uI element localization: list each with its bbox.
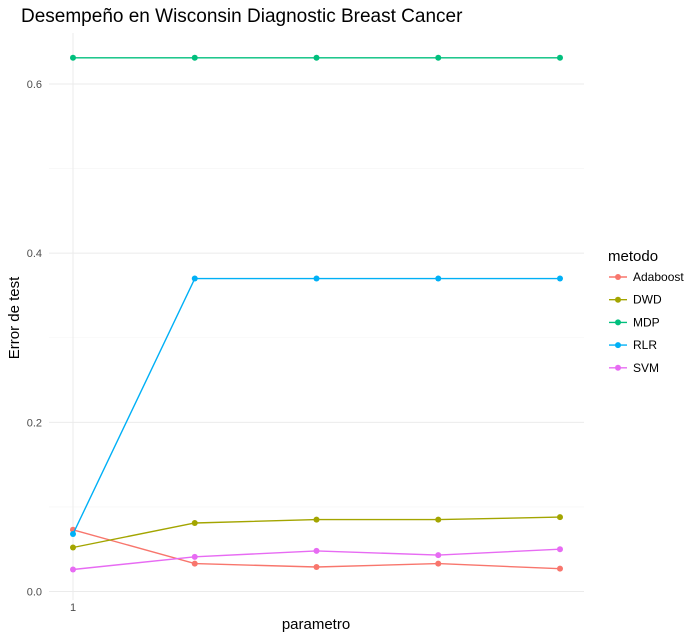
y-axis-title: Error de test [6, 276, 23, 359]
y-tick-label: 0.0 [27, 587, 42, 599]
data-point-svm [435, 552, 442, 559]
legend-label: RLR [633, 338, 657, 352]
chart-title: Desempeño en Wisconsin Diagnostic Breast… [21, 6, 463, 27]
legend-item-svm: SVM [609, 361, 659, 375]
y-tick-label: 0.2 [27, 417, 42, 429]
data-point-mdp [313, 54, 320, 61]
legend: metodo Adaboost DWD MDP RLR SVM [608, 248, 684, 375]
x-tick-label: 1 [70, 602, 76, 614]
data-point-dwd [557, 514, 563, 521]
legend-label: Adaboost [633, 270, 684, 284]
legend-item-rlr: RLR [609, 338, 657, 352]
legend-key-point [615, 319, 621, 326]
y-tick-label: 0.4 [27, 248, 42, 260]
data-point-rlr [191, 275, 198, 282]
y-tick-label: 0.6 [27, 79, 42, 91]
legend-label: SVM [633, 361, 659, 375]
data-point-svm [313, 547, 320, 554]
legend-label: DWD [633, 293, 662, 307]
data-point-rlr [313, 275, 320, 282]
x-axis-title: parametro [282, 616, 350, 633]
legend-title: metodo [608, 248, 658, 265]
legend-label: MDP [633, 315, 660, 329]
legend-item-dwd: DWD [609, 293, 662, 307]
data-point-rlr [435, 275, 442, 282]
data-point-rlr [70, 530, 76, 537]
data-point-svm [557, 546, 563, 553]
data-point-dwd [435, 516, 442, 523]
data-point-rlr [557, 275, 563, 282]
x-axis-ticks: 1 [70, 602, 76, 614]
data-point-adaboost [557, 565, 563, 572]
legend-key-point [615, 342, 621, 349]
legend-items: Adaboost DWD MDP RLR SVM [609, 270, 684, 375]
legend-key-point [615, 364, 621, 371]
data-point-dwd [191, 519, 198, 526]
legend-key-point [615, 296, 621, 303]
data-point-mdp [70, 54, 76, 61]
data-point-adaboost [313, 563, 320, 570]
legend-item-mdp: MDP [609, 315, 660, 329]
data-point-svm [70, 566, 76, 573]
series-line-rlr [72, 277, 560, 535]
legend-key-point [615, 274, 621, 280]
data-point-dwd [313, 516, 320, 523]
series-layer [70, 54, 563, 573]
grid [49, 33, 584, 600]
data-point-adaboost [435, 560, 442, 567]
data-point-mdp [191, 54, 198, 61]
legend-item-adaboost: Adaboost [609, 270, 684, 284]
data-point-svm [191, 553, 198, 560]
data-point-mdp [435, 54, 442, 61]
data-point-dwd [70, 544, 76, 551]
y-axis-ticks: 0.0 0.2 0.4 0.6 [27, 79, 42, 598]
data-point-mdp [557, 54, 563, 61]
data-point-adaboost [191, 560, 198, 567]
